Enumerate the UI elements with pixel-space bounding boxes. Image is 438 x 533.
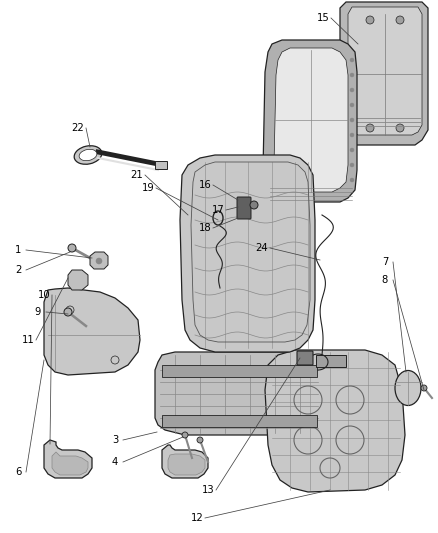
Text: 16: 16 <box>198 180 212 190</box>
Text: 1: 1 <box>15 245 21 255</box>
Polygon shape <box>274 48 348 192</box>
Text: 9: 9 <box>35 307 41 317</box>
Circle shape <box>350 73 354 77</box>
Polygon shape <box>263 40 357 202</box>
FancyBboxPatch shape <box>297 351 313 365</box>
Polygon shape <box>348 7 422 135</box>
Bar <box>316 355 346 367</box>
Text: 11: 11 <box>21 335 34 345</box>
Text: 18: 18 <box>199 223 211 233</box>
Circle shape <box>68 244 76 252</box>
Circle shape <box>182 432 188 438</box>
Circle shape <box>350 103 354 107</box>
Polygon shape <box>44 288 140 375</box>
Text: 15: 15 <box>317 13 329 23</box>
Text: 4: 4 <box>112 457 118 467</box>
Ellipse shape <box>74 146 102 164</box>
Text: 24: 24 <box>256 243 268 253</box>
Text: 13: 13 <box>201 485 214 495</box>
Polygon shape <box>90 252 108 269</box>
Circle shape <box>350 58 354 62</box>
Text: 2: 2 <box>15 265 21 275</box>
Polygon shape <box>180 155 315 352</box>
Polygon shape <box>265 350 405 492</box>
Text: 6: 6 <box>15 467 21 477</box>
Polygon shape <box>44 440 92 478</box>
Polygon shape <box>168 454 205 475</box>
Text: 10: 10 <box>38 290 50 300</box>
Ellipse shape <box>79 149 97 160</box>
Circle shape <box>197 437 203 443</box>
Circle shape <box>64 308 72 316</box>
Ellipse shape <box>395 370 421 406</box>
Text: 22: 22 <box>72 123 85 133</box>
Polygon shape <box>52 452 88 475</box>
Circle shape <box>350 118 354 122</box>
Text: 3: 3 <box>112 435 118 445</box>
Circle shape <box>396 124 404 132</box>
Bar <box>162 415 317 427</box>
Polygon shape <box>68 270 88 290</box>
Polygon shape <box>162 445 208 478</box>
Circle shape <box>366 124 374 132</box>
Circle shape <box>350 133 354 137</box>
Circle shape <box>366 16 374 24</box>
Circle shape <box>350 88 354 92</box>
Bar <box>162 365 317 377</box>
Circle shape <box>350 148 354 152</box>
Circle shape <box>421 385 427 391</box>
Text: 7: 7 <box>382 257 388 267</box>
Text: 19: 19 <box>141 183 154 193</box>
Circle shape <box>350 163 354 167</box>
Polygon shape <box>340 2 428 145</box>
Text: 8: 8 <box>382 275 388 285</box>
Circle shape <box>396 16 404 24</box>
Text: 21: 21 <box>131 170 143 180</box>
Circle shape <box>350 178 354 182</box>
Circle shape <box>250 201 258 209</box>
Text: 12: 12 <box>191 513 203 523</box>
Circle shape <box>96 258 102 264</box>
FancyBboxPatch shape <box>237 197 251 219</box>
Text: 17: 17 <box>212 205 224 215</box>
Polygon shape <box>155 352 322 435</box>
Bar <box>155 161 167 169</box>
